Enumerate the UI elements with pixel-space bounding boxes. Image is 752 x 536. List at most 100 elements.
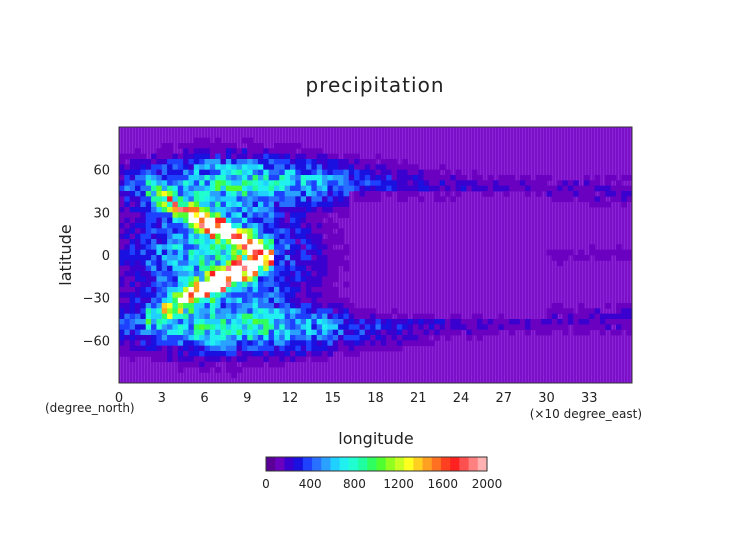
heatmap-cell bbox=[188, 260, 195, 267]
heatmap-cell bbox=[332, 292, 339, 299]
heatmap-cell bbox=[284, 191, 291, 197]
heatmap-cell bbox=[135, 329, 141, 336]
heatmap-cell bbox=[241, 185, 248, 192]
heatmap-cell bbox=[316, 276, 323, 283]
heatmap-cell bbox=[241, 340, 248, 347]
heatmap-cell bbox=[215, 313, 221, 320]
heatmap-cell bbox=[161, 324, 168, 331]
colorbar-swatch bbox=[385, 457, 396, 471]
heatmap-cell bbox=[119, 228, 125, 235]
heatmap-cell bbox=[583, 329, 590, 336]
heatmap-cell bbox=[129, 191, 136, 197]
heatmap-cell bbox=[231, 164, 237, 171]
heatmap-cell bbox=[236, 191, 243, 197]
heatmap-cell bbox=[183, 244, 189, 251]
heatmap-cell bbox=[348, 324, 355, 331]
heatmap-cell bbox=[188, 340, 195, 347]
heatmap-cell bbox=[124, 335, 131, 341]
heatmap-cell bbox=[193, 324, 200, 331]
heatmap-cell bbox=[193, 239, 200, 245]
heatmap-cell bbox=[354, 169, 360, 176]
heatmap-cell bbox=[263, 217, 270, 224]
heatmap-cell bbox=[225, 244, 232, 251]
heatmap-cell bbox=[257, 287, 264, 293]
heatmap-cell bbox=[338, 164, 344, 171]
heatmap-cell bbox=[183, 223, 189, 229]
heatmap-cell bbox=[295, 233, 302, 240]
heatmap-cell bbox=[263, 212, 270, 219]
heatmap-cell bbox=[306, 191, 312, 197]
heatmap-cell bbox=[252, 207, 259, 213]
heatmap-cell bbox=[295, 164, 302, 171]
heatmap-cell bbox=[124, 329, 131, 336]
heatmap-cell bbox=[461, 175, 467, 181]
heatmap-cell bbox=[188, 212, 195, 219]
heatmap-cell bbox=[241, 281, 248, 288]
heatmap-cell bbox=[284, 255, 291, 261]
heatmap-cell bbox=[306, 207, 312, 213]
heatmap-cell bbox=[290, 303, 296, 309]
heatmap-cell bbox=[151, 212, 157, 219]
heatmap-cell bbox=[599, 201, 606, 208]
heatmap-cell bbox=[316, 287, 323, 293]
heatmap-cell bbox=[167, 276, 173, 283]
x-axis-label: longitude bbox=[338, 429, 413, 448]
heatmap-cell bbox=[119, 180, 125, 187]
heatmap-cell bbox=[183, 297, 189, 304]
heatmap-cell bbox=[386, 324, 392, 331]
heatmap-cell bbox=[626, 255, 632, 261]
heatmap-cell bbox=[225, 345, 232, 352]
heatmap-cell bbox=[332, 201, 339, 208]
heatmap-cell bbox=[156, 324, 163, 331]
heatmap-cell bbox=[140, 340, 147, 347]
heatmap-cell bbox=[129, 180, 136, 187]
heatmap-cell bbox=[402, 169, 408, 176]
heatmap-cell bbox=[535, 185, 542, 192]
heatmap-cell bbox=[418, 180, 424, 187]
heatmap-cell bbox=[300, 223, 307, 229]
heatmap-cell bbox=[124, 313, 131, 320]
heatmap-cell bbox=[119, 159, 125, 165]
heatmap-cell bbox=[167, 308, 173, 315]
heatmap-cell bbox=[477, 324, 483, 331]
heatmap-cell bbox=[418, 324, 424, 331]
heatmap-cell bbox=[615, 255, 622, 261]
heatmap-cell bbox=[359, 345, 366, 352]
heatmap-cell bbox=[268, 233, 275, 240]
heatmap-cell bbox=[327, 329, 334, 336]
heatmap-cell bbox=[412, 185, 419, 192]
heatmap-cell bbox=[247, 180, 253, 187]
heatmap-cell bbox=[204, 185, 211, 192]
heatmap-cell bbox=[129, 201, 136, 208]
heatmap-cell bbox=[204, 297, 211, 304]
heatmap-cell bbox=[156, 319, 163, 325]
heatmap-cell bbox=[193, 244, 200, 251]
heatmap-cell bbox=[354, 175, 360, 181]
heatmap-cell bbox=[295, 249, 302, 256]
heatmap-cell bbox=[172, 287, 179, 293]
heatmap-cell bbox=[225, 153, 232, 160]
heatmap-cell bbox=[514, 324, 521, 331]
heatmap-cell bbox=[418, 329, 424, 336]
heatmap-cell bbox=[370, 191, 376, 197]
heatmap-cell bbox=[322, 239, 328, 245]
heatmap-cell bbox=[209, 169, 216, 176]
heatmap-cell bbox=[247, 329, 253, 336]
heatmap-cell bbox=[306, 292, 312, 299]
heatmap-cell bbox=[615, 303, 622, 309]
heatmap-cell bbox=[396, 164, 403, 171]
heatmap-cell bbox=[290, 324, 296, 331]
colorbar-label: 1600 bbox=[428, 477, 459, 491]
heatmap-cell bbox=[594, 175, 601, 181]
heatmap-cell bbox=[209, 292, 216, 299]
heatmap-cell bbox=[562, 319, 569, 325]
heatmap-cell bbox=[284, 297, 291, 304]
heatmap-cell bbox=[252, 313, 259, 320]
heatmap-cell bbox=[332, 180, 339, 187]
heatmap-cell bbox=[332, 169, 339, 176]
colorbar-swatch bbox=[284, 457, 295, 471]
heatmap-cell bbox=[332, 297, 339, 304]
heatmap-cell bbox=[257, 324, 264, 331]
heatmap-cell bbox=[129, 265, 136, 272]
heatmap-cell bbox=[177, 164, 184, 171]
